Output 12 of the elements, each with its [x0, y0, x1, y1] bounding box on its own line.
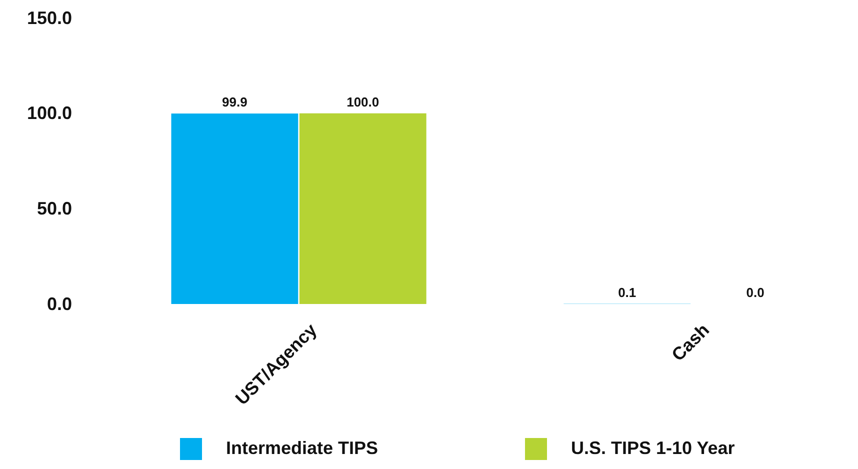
y-tick-label: 150.0	[26, 8, 72, 28]
text: 100.0	[346, 94, 380, 110]
y-tick-label: 0.0	[46, 294, 72, 314]
text: 0.1	[618, 284, 636, 300]
y-tick-label: 50.0	[36, 198, 72, 218]
text: 0.0	[746, 285, 764, 300]
legend-label: U.S. TIPS 1-10 Year	[571, 438, 735, 458]
bar	[299, 113, 426, 304]
text: 99.9	[222, 94, 248, 110]
bar	[171, 114, 298, 304]
y-tick-label: 100.0	[26, 103, 72, 124]
legend-label: Intermediate TIPS	[226, 438, 378, 458]
